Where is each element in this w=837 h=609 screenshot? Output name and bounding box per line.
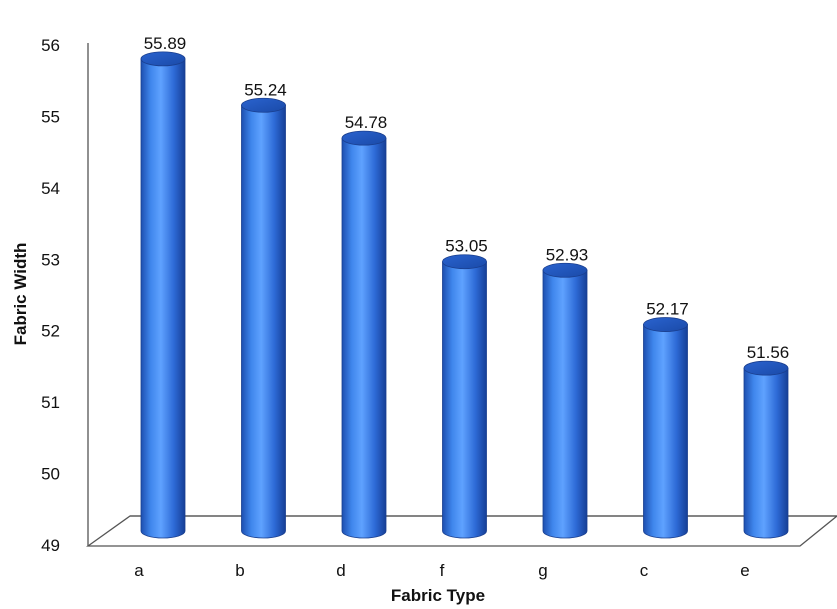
x-tick-label: c [640,561,649,580]
x-tick-label: f [440,561,445,580]
bar-a: 55.89 [140,34,187,539]
bar-body [542,269,588,539]
bar-value-label: 52.93 [546,245,589,264]
bar-top [241,97,286,113]
chart-floor [85,515,837,547]
y-tick-label: 56 [41,36,60,55]
x-tick-label: g [538,561,547,580]
y-tick-label: 53 [41,250,60,269]
bar-body [341,137,387,539]
bar-f: 53.05 [442,237,488,539]
bars: 55.89 55.24 54.78 53.05 52.93 52.17 51.56 [140,34,790,539]
bar-value-label: 51.56 [747,343,790,362]
y-axis-ticks: 49 50 51 52 53 54 55 56 [41,36,60,555]
bar-body [643,324,688,539]
bar-value-label: 52.17 [646,300,689,319]
x-axis-title: Fabric Type [391,586,485,605]
bar-top [542,262,588,278]
y-tick-label: 54 [41,179,60,198]
bar-value-label: 53.05 [445,237,488,256]
y-axis-title: Fabric Width [11,243,30,346]
bar-d: 54.78 [341,113,388,539]
bar-top [743,360,789,376]
bar-body [241,104,286,539]
bar-e: 51.56 [743,343,790,539]
bar-value-label: 55.24 [244,80,287,99]
bar-top [442,254,487,270]
y-tick-label: 52 [41,322,60,341]
x-tick-label: e [740,561,749,580]
y-tick-label: 49 [41,536,60,555]
bar-c: 52.17 [643,300,689,539]
x-tick-label: a [134,561,144,580]
bar-b: 55.24 [241,80,287,539]
y-tick-label: 51 [41,393,60,412]
bar-value-label: 54.78 [345,113,388,132]
bar-body [140,58,186,539]
bar-top [341,130,387,146]
bar-top [140,51,186,67]
bar-top [643,317,688,332]
x-tick-label: b [235,561,244,580]
bar-body [743,367,789,539]
bar-value-label: 55.89 [144,34,187,53]
y-tick-label: 55 [41,107,60,126]
x-tick-label: d [336,561,345,580]
y-tick-label: 50 [41,465,60,484]
bar-body [442,261,487,539]
bar-g: 52.93 [542,245,589,539]
